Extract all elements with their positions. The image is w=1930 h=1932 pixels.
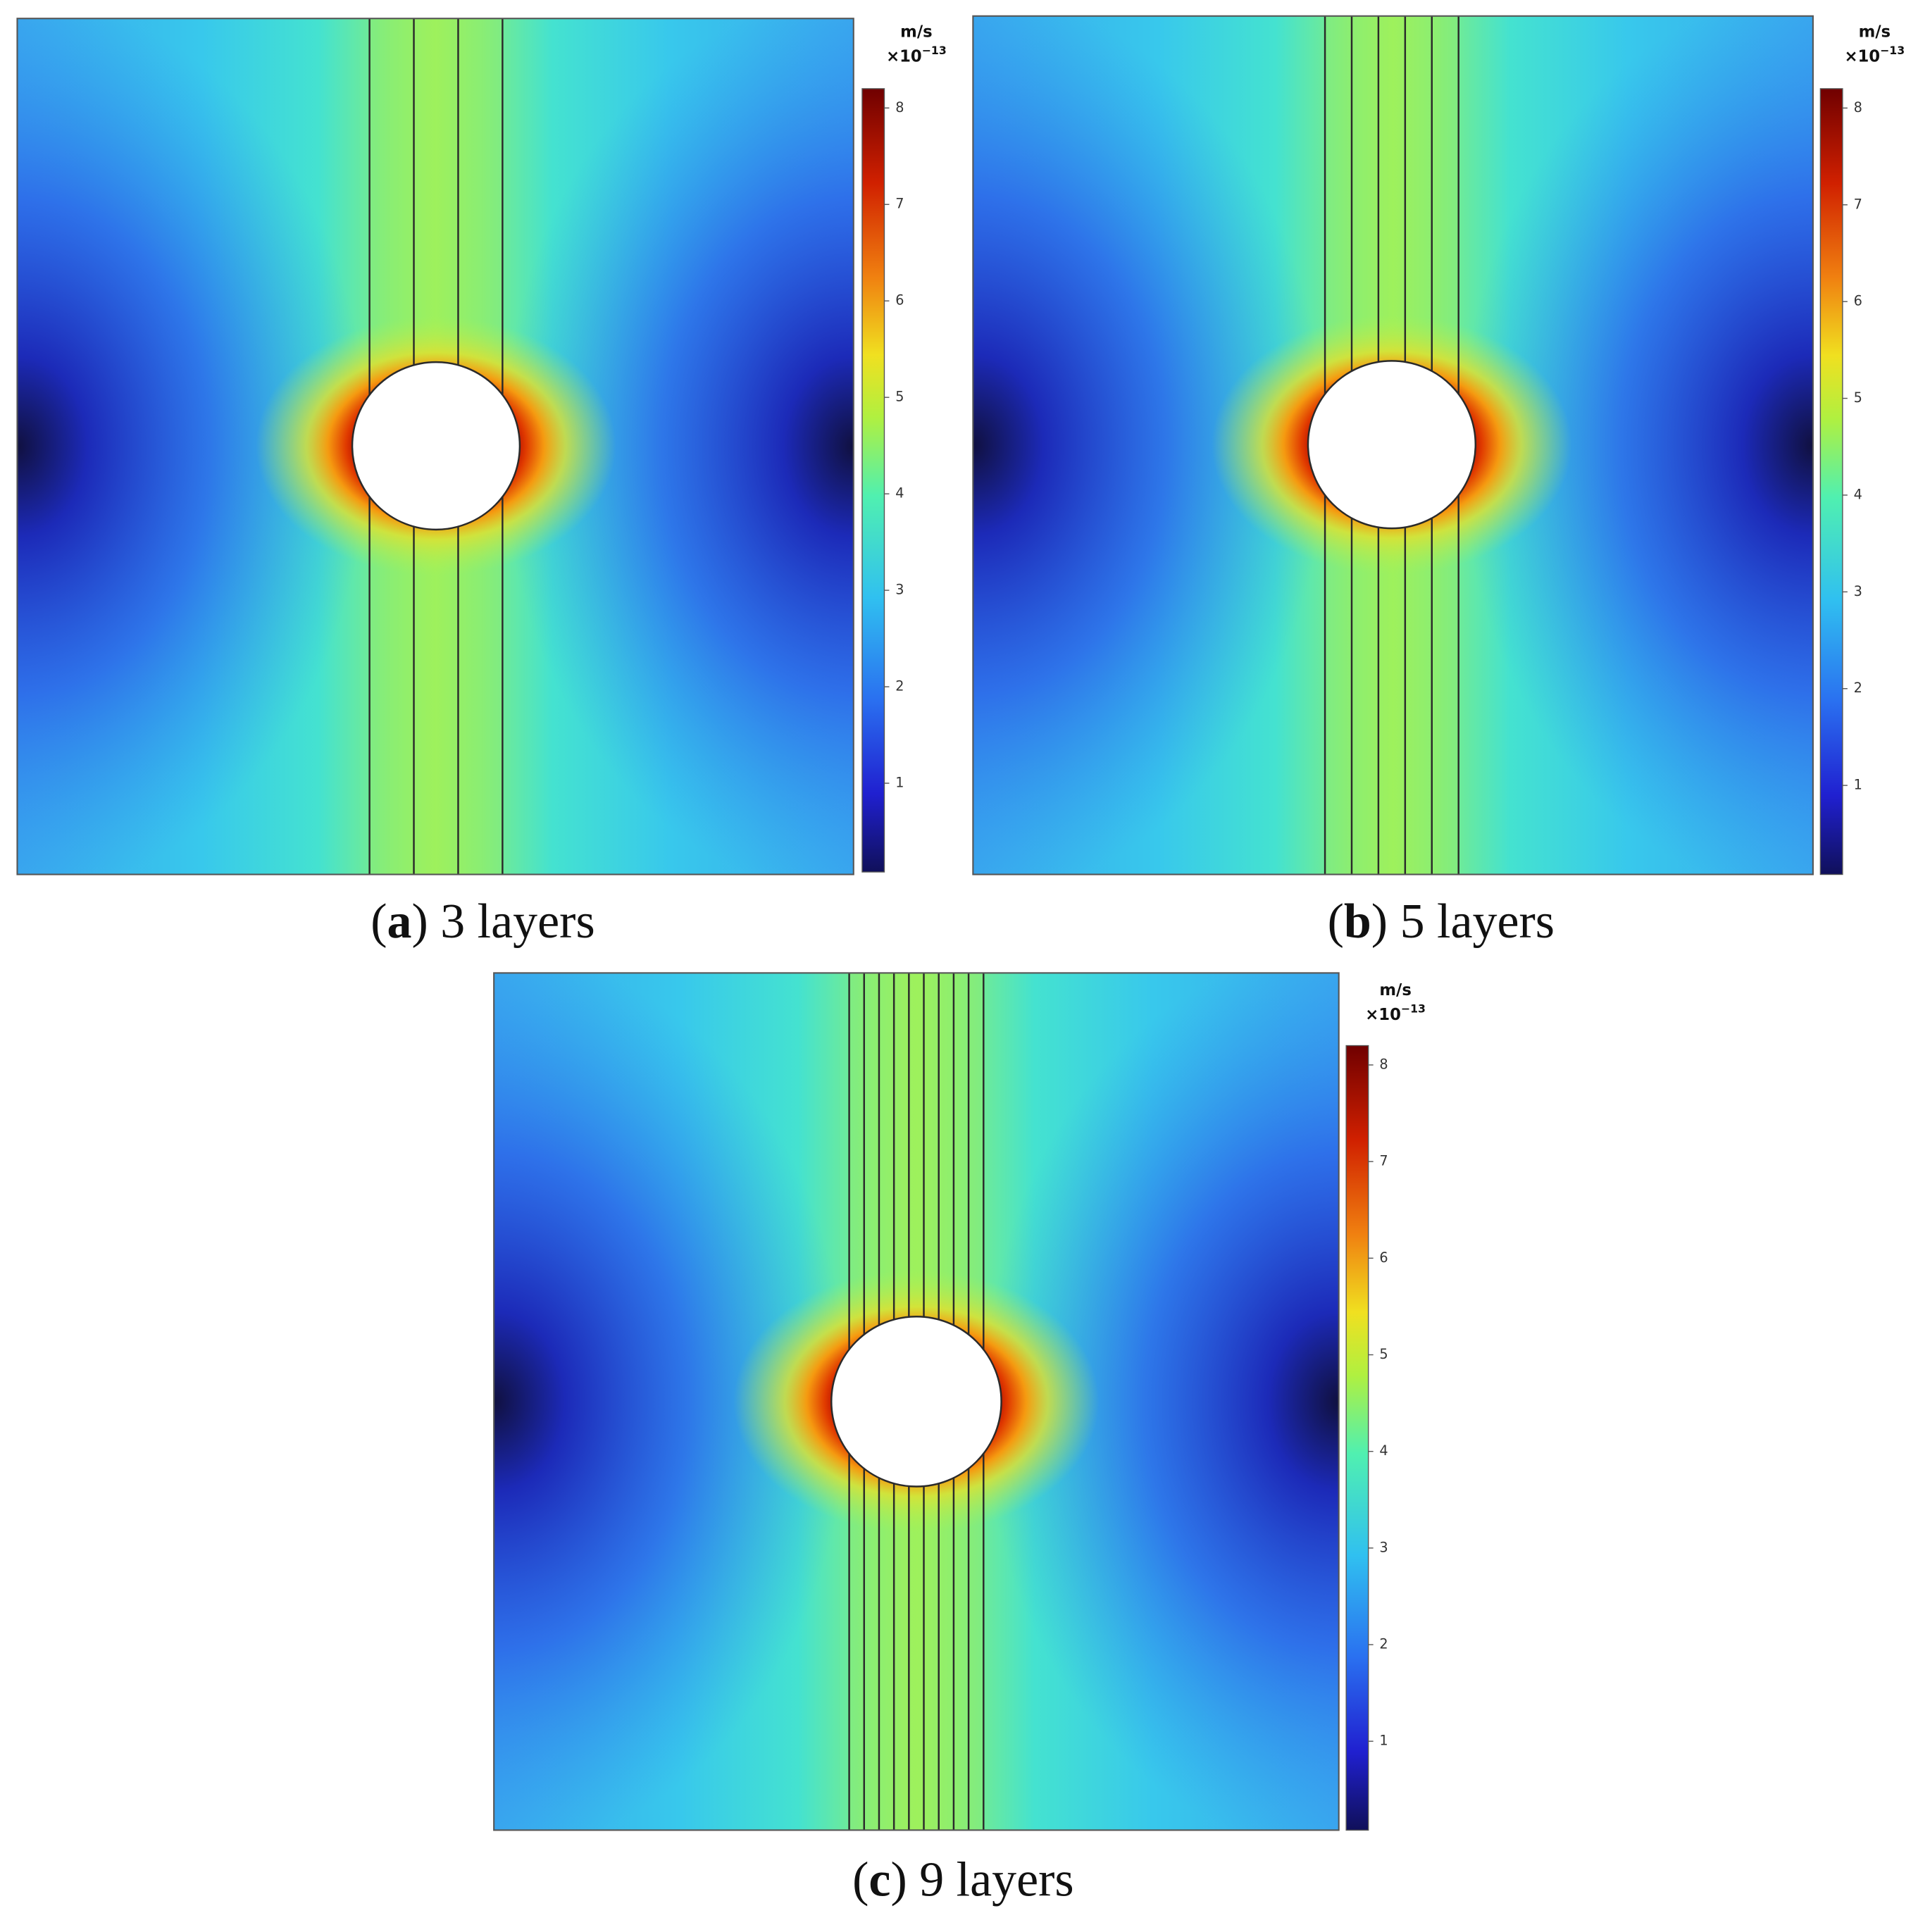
caption-part: a: [387, 895, 411, 949]
hole: [830, 1316, 1002, 1488]
colorbar-tick-label: 6: [1379, 1249, 1388, 1266]
caption-part: ) 5 layers: [1371, 895, 1555, 949]
colorbar: [861, 88, 885, 873]
colorbar-tick-label: 5: [895, 389, 904, 405]
scale-base: ×10: [1365, 1006, 1401, 1024]
scale-exponent: −13: [1401, 1002, 1426, 1015]
caption-part: (: [1328, 895, 1344, 949]
colorbar-tick-label: 1: [895, 774, 904, 790]
colorbar-scale: ×10−13: [886, 44, 947, 66]
colorbar-tick-label: 4: [1854, 486, 1862, 502]
colorbar-tick-label: 6: [1854, 293, 1862, 309]
hole: [351, 361, 521, 531]
colorbar-tick-label: 4: [895, 485, 904, 501]
colorbar-tick-label: 5: [1379, 1346, 1388, 1362]
caption: (c) 9 layers: [852, 1852, 1074, 1907]
caption: (a) 3 layers: [371, 895, 594, 949]
colorbar: [1819, 88, 1843, 875]
colorbar-scale: ×10−13: [1844, 44, 1905, 66]
field-frame: [16, 18, 854, 875]
colorbar-tick-label: 3: [895, 582, 904, 598]
caption-part: ) 3 layers: [411, 895, 594, 949]
colorbar-tick-label: 7: [895, 196, 904, 212]
scale-exponent: −13: [1880, 44, 1905, 57]
caption-part: (: [852, 1852, 868, 1907]
colorbar-tick-label: 8: [895, 99, 904, 116]
colorbar-unit: m/s: [1859, 23, 1891, 41]
scale-exponent: −13: [922, 44, 947, 57]
colorbar-tick-label: 6: [895, 292, 904, 309]
colorbar-tick-label: 3: [1379, 1539, 1388, 1555]
colorbar-tick-label: 2: [895, 678, 904, 694]
caption-part: (: [371, 895, 387, 949]
colorbar-tick-label: 7: [1854, 196, 1862, 212]
colorbar-tick-label: 1: [1379, 1733, 1388, 1749]
colorbar-tick-label: 8: [1379, 1056, 1388, 1072]
colorbar-unit: m/s: [900, 23, 933, 41]
colorbar: [1345, 1045, 1369, 1831]
caption: (b) 5 layers: [1328, 895, 1555, 949]
colorbar-tick-label: 3: [1854, 583, 1862, 599]
colorbar-tick-label: 1: [1854, 777, 1862, 793]
field-frame: [493, 972, 1340, 1831]
caption-part: b: [1344, 895, 1371, 949]
colorbar-unit: m/s: [1379, 981, 1412, 999]
hole: [1307, 360, 1477, 530]
colorbar-tick-label: 4: [1379, 1442, 1388, 1459]
colorbar-tick-label: 2: [1854, 680, 1862, 696]
caption-part: ) 9 layers: [890, 1852, 1073, 1907]
colorbar-scale: ×10−13: [1365, 1002, 1426, 1023]
scale-base: ×10: [1844, 47, 1880, 66]
colorbar-tick-label: 7: [1379, 1153, 1388, 1169]
field-frame: [972, 15, 1814, 875]
colorbar-tick-label: 2: [1379, 1636, 1388, 1652]
colorbar-tick-label: 5: [1854, 389, 1862, 406]
colorbar-tick-label: 8: [1854, 99, 1862, 116]
caption-part: c: [868, 1852, 890, 1907]
scale-base: ×10: [886, 47, 922, 66]
